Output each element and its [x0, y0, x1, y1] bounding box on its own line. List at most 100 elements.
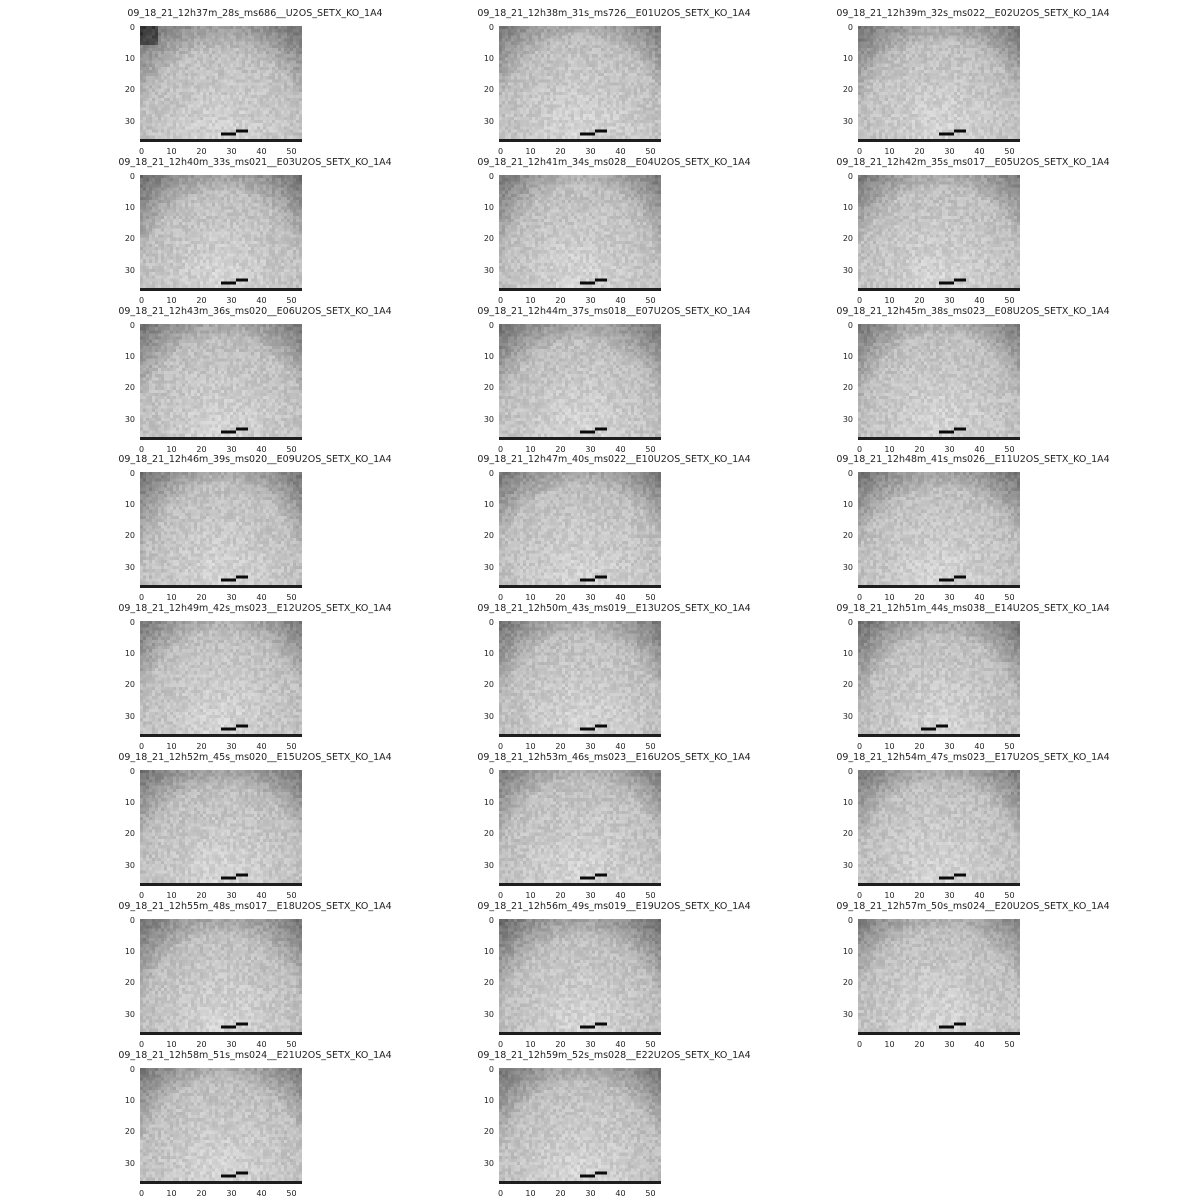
y-tick-label: 10: [483, 351, 494, 361]
x-tick-label: 0: [856, 593, 863, 602]
x-tick-label: 20: [196, 1189, 207, 1198]
y-tick-label: 20: [483, 383, 494, 393]
y-tick-label: 20: [483, 978, 494, 988]
y-tick-label: 10: [124, 499, 135, 509]
y-tick-label: 30: [842, 265, 853, 275]
x-tick-label: 50: [645, 445, 656, 454]
image-panel: 09_18_21_12h39m_32s_ms022__E02U2OS_SETX_…: [803, 8, 1143, 156]
x-tick-label: 40: [615, 593, 626, 602]
x-tick-label: 10: [884, 445, 895, 454]
image-panel: 09_18_21_12h57m_50s_ms024__E20U2OS_SETX_…: [803, 901, 1143, 1049]
y-tick-label: 10: [124, 1095, 135, 1105]
x-tick-label: 0: [497, 1189, 504, 1198]
y-tick-label: 20: [483, 1127, 494, 1137]
x-tick-label: 50: [286, 296, 297, 305]
panel-title: 09_18_21_12h59m_52s_ms028__E22U2OS_SETX_…: [477, 1050, 751, 1061]
x-tick-label: 10: [525, 1040, 536, 1049]
x-tick-label: 10: [525, 891, 536, 900]
x-tick-label: 30: [944, 296, 955, 305]
x-tick-label: 40: [615, 296, 626, 305]
x-tick-label: 20: [196, 742, 207, 751]
x-tick-label: 0: [138, 891, 145, 900]
panel-title: 09_18_21_12h44m_37s_ms018__E07U2OS_SETX_…: [477, 306, 751, 317]
panel-title: 09_18_21_12h56m_49s_ms019__E19U2OS_SETX_…: [477, 901, 751, 912]
image-panel: 09_18_21_12h58m_51s_ms024__E21U2OS_SETX_…: [85, 1050, 425, 1198]
y-tick-label: 0: [847, 915, 853, 925]
y-tick-label: 10: [124, 202, 135, 212]
image-panel: 09_18_21_12h53m_46s_ms023__E16U2OS_SETX_…: [444, 752, 784, 900]
y-tick-label: 10: [842, 797, 853, 807]
panel-title: 09_18_21_12h57m_50s_ms024__E20U2OS_SETX_…: [836, 901, 1110, 912]
y-tick-label: 10: [124, 946, 135, 956]
x-tick-label: 20: [555, 296, 566, 305]
y-tick-label: 10: [483, 202, 494, 212]
y-tick-label: 0: [488, 171, 494, 181]
y-tick-label: 30: [842, 562, 853, 572]
grayscale-image: [858, 324, 1020, 440]
y-tick-label: 20: [483, 829, 494, 839]
x-tick-label: 30: [585, 1189, 596, 1198]
panel-title: 09_18_21_12h46m_39s_ms020__E09U2OS_SETX_…: [118, 454, 392, 465]
x-tick-label: 50: [645, 1189, 656, 1198]
y-tick-label: 0: [129, 320, 135, 330]
y-tick-label: 0: [129, 617, 135, 627]
x-tick-label: 30: [585, 742, 596, 751]
y-tick-label: 0: [488, 617, 494, 627]
x-tick-label: 10: [884, 742, 895, 751]
panel-title: 09_18_21_12h39m_32s_ms022__E02U2OS_SETX_…: [836, 8, 1110, 19]
panel-title: 09_18_21_12h41m_34s_ms028__E04U2OS_SETX_…: [477, 157, 751, 168]
y-tick-label: 30: [483, 414, 494, 424]
image-panel: 09_18_21_12h48m_41s_ms026__E11U2OS_SETX_…: [803, 454, 1143, 602]
grayscale-image: [140, 472, 302, 588]
x-tick-label: 30: [226, 445, 237, 454]
y-tick-label: 20: [124, 383, 135, 393]
x-tick-label: 0: [856, 1040, 863, 1049]
x-tick-label: 0: [138, 147, 145, 156]
y-tick-label: 0: [847, 171, 853, 181]
x-tick-label: 40: [256, 296, 267, 305]
y-tick-label: 30: [842, 860, 853, 870]
image-panel: 09_18_21_12h46m_39s_ms020__E09U2OS_SETX_…: [85, 454, 425, 602]
x-tick-label: 50: [1004, 296, 1015, 305]
y-tick-label: 30: [124, 1158, 135, 1168]
x-tick-label: 10: [166, 1040, 177, 1049]
grayscale-image: [858, 770, 1020, 886]
x-tick-label: 0: [138, 593, 145, 602]
panel-title: 09_18_21_12h42m_35s_ms017__E05U2OS_SETX_…: [836, 157, 1110, 168]
y-tick-label: 10: [124, 53, 135, 63]
grayscale-image: [140, 919, 302, 1035]
x-tick-label: 50: [286, 742, 297, 751]
x-tick-label: 10: [884, 1040, 895, 1049]
x-tick-label: 20: [914, 891, 925, 900]
image-panel: 09_18_21_12h38m_31s_ms726__E01U2OS_SETX_…: [444, 8, 784, 156]
x-tick-label: 50: [645, 891, 656, 900]
y-tick-label: 0: [129, 766, 135, 776]
x-tick-label: 10: [884, 593, 895, 602]
y-tick-label: 0: [847, 468, 853, 478]
x-tick-label: 0: [138, 1189, 145, 1198]
x-tick-label: 30: [585, 1040, 596, 1049]
y-tick-label: 30: [483, 1158, 494, 1168]
x-tick-label: 50: [286, 891, 297, 900]
x-tick-label: 40: [974, 296, 985, 305]
x-tick-label: 40: [974, 1040, 985, 1049]
x-tick-label: 30: [585, 147, 596, 156]
x-tick-label: 20: [555, 742, 566, 751]
grayscale-image: [499, 26, 661, 142]
y-tick-label: 30: [124, 711, 135, 721]
image-panel: 09_18_21_12h40m_33s_ms021__E03U2OS_SETX_…: [85, 157, 425, 305]
x-tick-label: 30: [226, 296, 237, 305]
x-tick-label: 40: [615, 1040, 626, 1049]
x-tick-label: 50: [1004, 891, 1015, 900]
x-tick-label: 10: [166, 593, 177, 602]
x-tick-label: 30: [944, 445, 955, 454]
x-tick-label: 30: [944, 147, 955, 156]
x-tick-label: 20: [555, 1040, 566, 1049]
x-tick-label: 30: [944, 742, 955, 751]
x-tick-label: 10: [166, 742, 177, 751]
x-tick-label: 40: [974, 445, 985, 454]
x-tick-label: 0: [856, 891, 863, 900]
y-tick-label: 30: [483, 860, 494, 870]
x-tick-label: 0: [497, 1040, 504, 1049]
x-tick-label: 40: [615, 445, 626, 454]
